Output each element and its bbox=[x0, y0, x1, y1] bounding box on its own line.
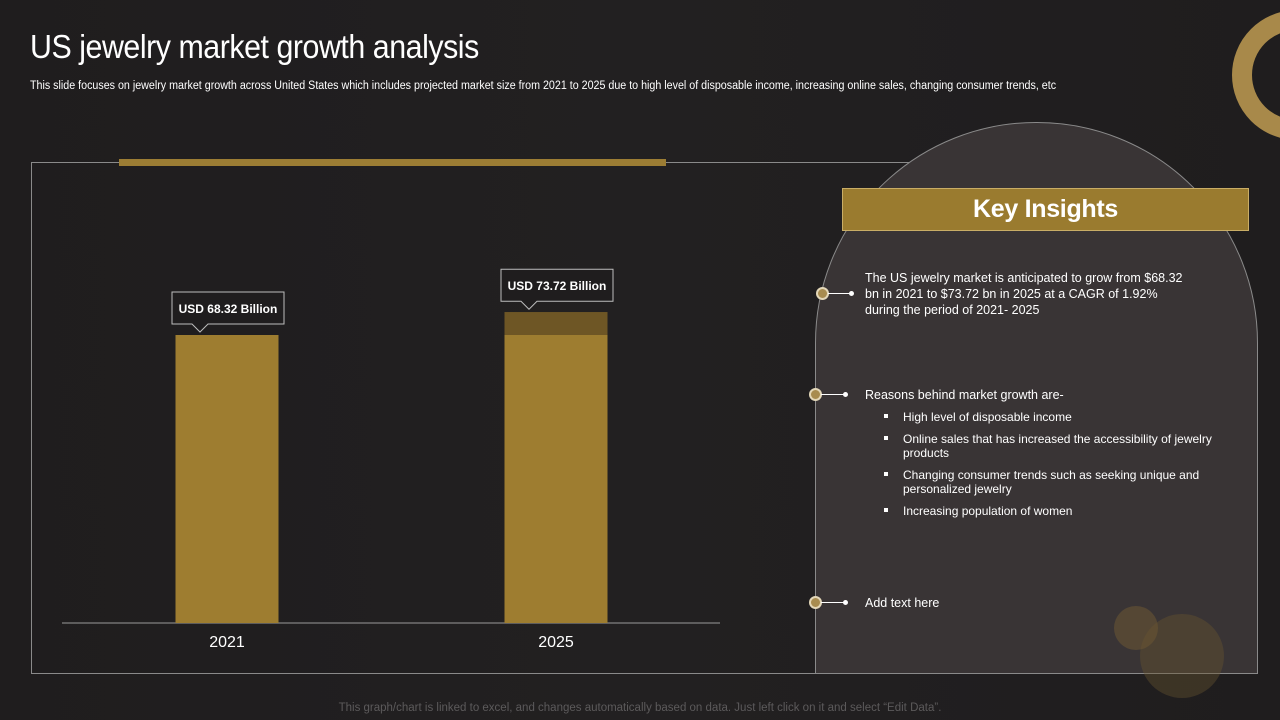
x-tick-label: 2021 bbox=[209, 634, 245, 651]
decorative-gold-strip bbox=[119, 159, 666, 166]
data-label: USD 68.32 Billion bbox=[179, 302, 278, 316]
x-tick-label: 2025 bbox=[538, 634, 574, 651]
decorative-circle-small bbox=[1114, 606, 1158, 650]
bar-2025 bbox=[504, 312, 608, 623]
bullet-connector bbox=[821, 602, 845, 603]
insight-placeholder-text[interactable]: Add text here bbox=[865, 596, 940, 610]
list-item: High level of disposable income bbox=[884, 410, 1214, 424]
bullet-connector bbox=[821, 394, 845, 395]
bullet-connector bbox=[828, 293, 850, 294]
data-label-callout bbox=[171, 291, 285, 333]
data-label: USD 73.72 Billion bbox=[508, 279, 607, 293]
list-item: Online sales that has increased the acce… bbox=[884, 432, 1214, 460]
slide-title: US jewelry market growth analysis bbox=[30, 28, 479, 65]
reasons-list: High level of disposable income Online s… bbox=[884, 410, 1214, 526]
bar-2021 bbox=[175, 335, 279, 623]
bullet-end-dot bbox=[849, 291, 854, 296]
decorative-circle-large bbox=[1140, 614, 1224, 698]
footer-note: This graph/chart is linked to excel, and… bbox=[338, 702, 942, 714]
data-label-callout bbox=[500, 268, 614, 310]
slide-subtitle: This slide focuses on jewelry market gro… bbox=[30, 80, 1057, 92]
list-item: Increasing population of women bbox=[884, 504, 1214, 518]
bar-increment-2025 bbox=[504, 312, 608, 335]
insight-growth-text: The US jewelry market is anticipated to … bbox=[865, 271, 1183, 317]
bullet-end-dot bbox=[843, 392, 848, 397]
insight-reasons-heading: Reasons behind market growth are- bbox=[865, 388, 1064, 402]
bullet-end-dot bbox=[843, 600, 848, 605]
list-item: Changing consumer trends such as seeking… bbox=[884, 468, 1214, 496]
key-insights-heading: Key Insights bbox=[842, 188, 1249, 231]
